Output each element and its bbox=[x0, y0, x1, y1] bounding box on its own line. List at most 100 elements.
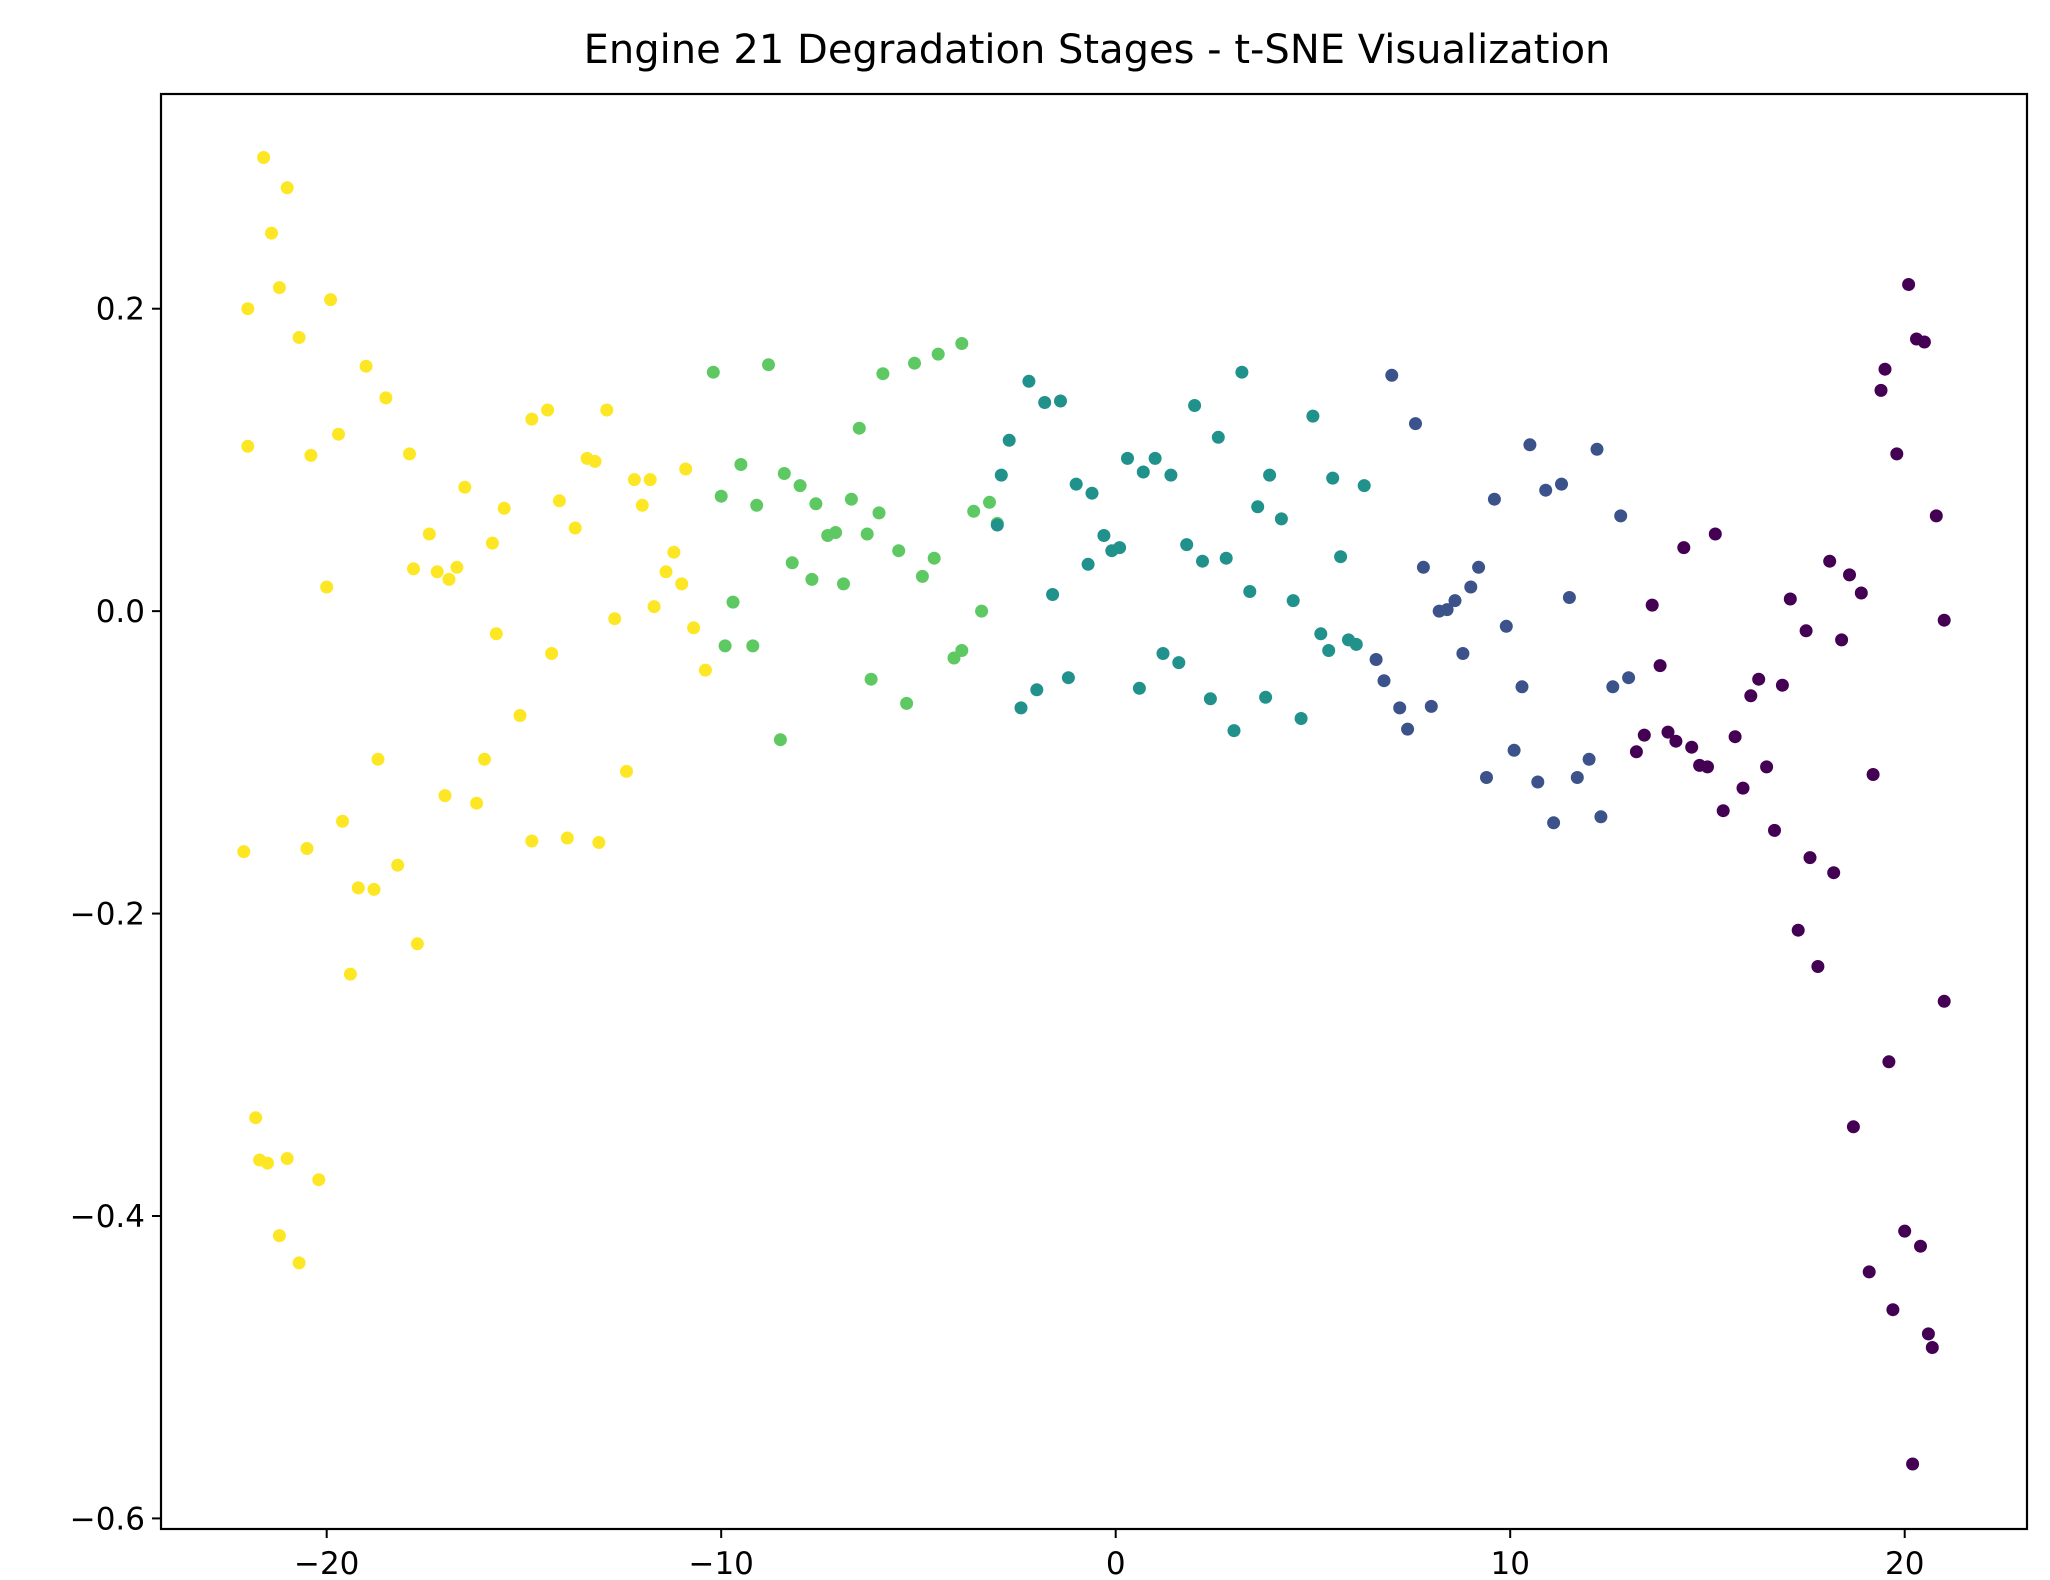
scatter-point bbox=[1251, 500, 1265, 514]
scatter-point bbox=[351, 881, 365, 895]
scatter-point bbox=[458, 480, 472, 494]
scatter-point bbox=[1783, 592, 1797, 606]
scatter-point bbox=[746, 639, 760, 653]
scatter-point bbox=[1531, 775, 1545, 789]
scatter-point bbox=[1629, 745, 1643, 759]
y-tick-label: 0.0 bbox=[96, 594, 145, 630]
y-tick-label: −0.4 bbox=[70, 1199, 145, 1235]
plot-frame bbox=[159, 92, 2029, 1531]
scatter-point bbox=[1046, 588, 1060, 601]
scatter-point bbox=[1906, 1457, 1920, 1471]
axes-layer: −20 −10 0 10 20 −0.6 −0.4 −0.2 0.0 0.2 bbox=[70, 292, 1925, 1580]
scatter-point bbox=[407, 562, 420, 576]
scatter-point bbox=[1002, 433, 1016, 447]
scatter-point bbox=[706, 365, 720, 379]
scatter-point bbox=[1069, 477, 1083, 491]
scatter-point bbox=[900, 696, 914, 710]
chart-title: Engine 21 Degradation Stages - t-SNE Vis… bbox=[584, 27, 1611, 73]
scatter-point bbox=[1022, 374, 1036, 388]
scatter-point bbox=[983, 495, 996, 509]
scatter-point bbox=[1708, 527, 1722, 541]
scatter-point bbox=[1835, 633, 1849, 647]
scatter-point bbox=[1487, 492, 1501, 506]
scatter-point bbox=[336, 814, 349, 828]
scatter-point bbox=[947, 651, 961, 665]
scatter-point bbox=[422, 527, 436, 541]
scatter-point bbox=[1843, 568, 1856, 582]
scatter-point bbox=[1827, 866, 1841, 880]
scatter-point bbox=[1523, 438, 1537, 452]
scatter-point bbox=[1929, 509, 1943, 523]
scatter-point bbox=[1061, 671, 1075, 685]
scatter-point bbox=[391, 858, 405, 872]
scatter-point bbox=[1393, 701, 1407, 715]
scatter-point bbox=[592, 836, 606, 849]
scatter-point bbox=[438, 789, 452, 803]
scatter-point bbox=[1874, 383, 1888, 397]
scatter-point bbox=[627, 473, 641, 487]
scatter-point bbox=[272, 1229, 286, 1243]
scatter-point bbox=[1886, 1303, 1900, 1317]
scatter-point bbox=[1132, 681, 1146, 695]
scatter-point bbox=[1555, 477, 1568, 491]
scatter-point bbox=[1456, 647, 1470, 660]
scatter-point bbox=[1803, 851, 1817, 865]
scatter-point bbox=[852, 421, 866, 435]
scatter-point bbox=[1701, 760, 1714, 774]
scatter-point bbox=[280, 181, 294, 195]
scatter-point bbox=[1811, 960, 1825, 973]
scatter-point bbox=[1294, 712, 1308, 725]
scatter-point bbox=[1890, 447, 1904, 461]
scatter-point bbox=[1645, 598, 1659, 612]
scatter-point bbox=[809, 497, 823, 511]
x-tick-label: 0 bbox=[1106, 1546, 1126, 1580]
scatter-points-layer bbox=[237, 151, 1951, 1471]
scatter-point bbox=[249, 1111, 263, 1125]
scatter-point bbox=[1326, 471, 1340, 485]
scatter-point bbox=[265, 226, 278, 240]
scatter-point bbox=[403, 447, 416, 461]
scatter-point bbox=[698, 663, 712, 677]
scatter-point bbox=[643, 473, 657, 487]
scatter-point bbox=[1030, 683, 1044, 697]
scatter-point bbox=[442, 572, 456, 586]
x-tick-label: 20 bbox=[1885, 1546, 1924, 1580]
scatter-point bbox=[635, 498, 649, 512]
scatter-point bbox=[560, 831, 574, 845]
scatter-point bbox=[1274, 512, 1288, 526]
scatter-point bbox=[1286, 594, 1300, 608]
scatter-point bbox=[975, 604, 989, 618]
scatter-point bbox=[371, 752, 385, 766]
scatter-point bbox=[600, 403, 614, 417]
scatter-point bbox=[1791, 923, 1805, 937]
scatter-point bbox=[931, 347, 945, 361]
scatter-point bbox=[750, 498, 764, 512]
y-tick-label: 0.2 bbox=[96, 292, 145, 328]
scatter-point bbox=[714, 489, 728, 503]
scatter-point bbox=[1866, 768, 1880, 781]
scatter-point bbox=[718, 639, 732, 653]
scatter-point bbox=[892, 544, 906, 558]
scatter-point bbox=[241, 302, 255, 316]
scatter-point bbox=[927, 551, 941, 565]
scatter-point bbox=[292, 331, 306, 344]
scatter-point bbox=[237, 845, 251, 859]
scatter-point bbox=[1799, 624, 1813, 638]
scatter-point bbox=[1669, 734, 1683, 748]
scatter-point bbox=[1898, 1224, 1912, 1238]
scatter-point bbox=[485, 536, 499, 550]
scatter-point bbox=[470, 796, 484, 810]
scatter-point bbox=[272, 281, 286, 295]
scatter-point bbox=[359, 359, 373, 373]
scatter-point bbox=[1227, 724, 1241, 738]
y-tick-label: −0.6 bbox=[70, 1501, 145, 1537]
scatter-point bbox=[1606, 680, 1620, 694]
scatter-point bbox=[1219, 551, 1233, 565]
scatter-point bbox=[1752, 672, 1766, 686]
scatter-point bbox=[837, 577, 850, 591]
scatter-point bbox=[1377, 674, 1391, 688]
scatter-point bbox=[320, 580, 334, 594]
scatter-point bbox=[785, 556, 799, 570]
scatter-point bbox=[1594, 810, 1608, 824]
scatter-point bbox=[675, 577, 689, 591]
